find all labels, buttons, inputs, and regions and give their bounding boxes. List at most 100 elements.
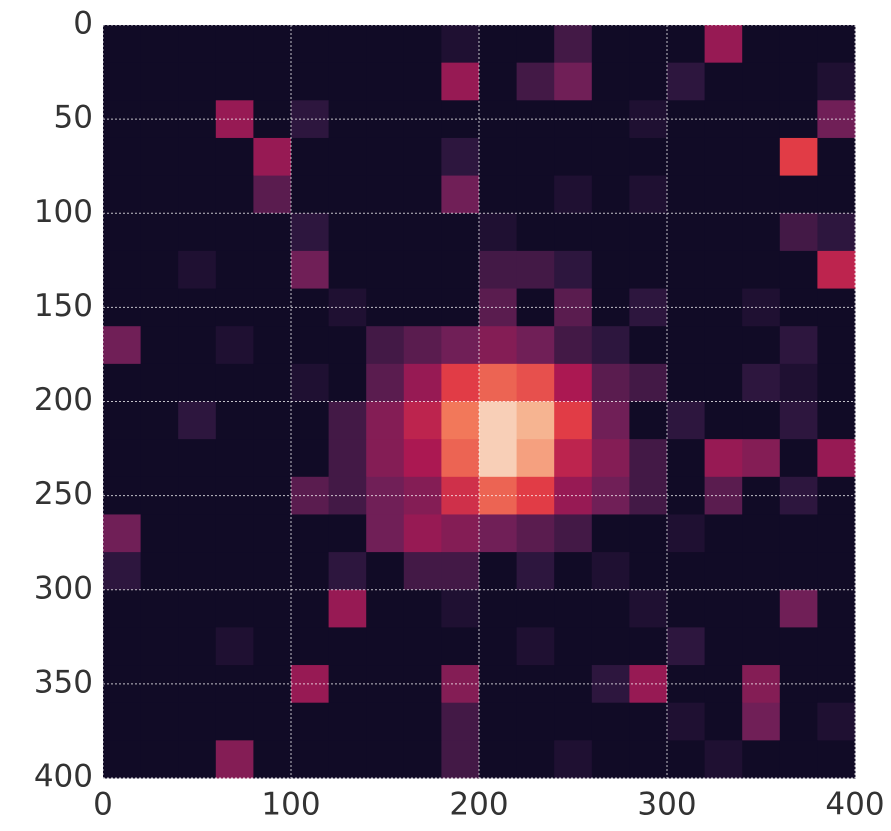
pixel-cell [291,514,329,552]
pixel-cell [404,514,442,552]
pixel-cell [817,364,855,402]
pixel-cell [667,439,705,477]
pixel-cell [441,364,479,402]
pixel-cell [291,552,329,590]
pixel-cell [554,590,592,628]
pixel-cell [141,703,179,741]
pixel-cell [780,138,818,176]
pixel-cell [817,213,855,251]
pixel-cell [441,590,479,628]
pixel-cell [141,251,179,289]
pixel-cell [366,251,404,289]
pixel-cell [103,213,141,251]
pixel-cell [517,138,555,176]
pixel-cell [554,364,592,402]
pixel-cell [329,402,367,440]
pixel-cell [141,364,179,402]
pixel-cell [103,703,141,741]
pixel-cell [441,176,479,214]
pixel-cell [141,326,179,364]
pixel-cell [216,402,254,440]
pixel-cell [366,627,404,665]
pixel-cell [103,138,141,176]
pixel-cell [366,213,404,251]
pixel-cell [705,364,743,402]
pixel-cell [629,364,667,402]
pixel-cell [592,326,630,364]
pixel-cell [103,326,141,364]
pixel-cell [103,439,141,477]
pixel-cell [629,402,667,440]
pixel-cell [291,213,329,251]
pixel-cell [780,25,818,63]
pixel-cell [629,63,667,101]
pixel-cell [479,251,517,289]
pixel-cell [517,25,555,63]
pixel-cell [366,25,404,63]
pixel-cell [592,138,630,176]
pixel-cell [291,740,329,778]
pixel-cell [216,364,254,402]
pixel-cell [404,251,442,289]
pixel-cell [780,552,818,590]
pixel-cell [554,138,592,176]
pixel-cell [366,63,404,101]
pixel-cell [216,326,254,364]
pixel-cell [629,590,667,628]
pixel-cell [479,439,517,477]
pixel-cell [366,138,404,176]
pixel-cell [291,402,329,440]
pixel-cell [253,402,291,440]
pixel-cell [705,514,743,552]
pixel-cell [554,552,592,590]
pixel-cell [366,439,404,477]
pixel-cell [141,402,179,440]
pixel-cell [441,251,479,289]
pixel-cell [667,514,705,552]
pixel-cell [253,703,291,741]
x-tick-label: 400 [825,787,884,823]
pixel-cell [817,703,855,741]
pixel-cell [667,703,705,741]
pixel-cell [329,25,367,63]
pixel-cell [517,176,555,214]
pixel-cell [667,25,705,63]
pixel-cell [329,627,367,665]
chart: 0100200300400050100150200250300350400 [0,0,891,831]
pixel-cell [329,326,367,364]
pixel-cell [554,63,592,101]
y-tick-label: 300 [34,570,93,606]
pixel-cell [178,627,216,665]
pixel-cell [253,439,291,477]
pixel-cell [216,213,254,251]
pixel-cell [592,439,630,477]
pixel-cell [629,176,667,214]
pixel-cell [404,138,442,176]
pixel-cell [554,176,592,214]
pixel-cell [780,740,818,778]
pixel-cell [592,63,630,101]
pixel-cell [329,590,367,628]
pixel-cell [742,590,780,628]
pixel-cell [253,552,291,590]
pixel-cell [253,251,291,289]
pixel-cell [441,703,479,741]
pixel-cell [216,63,254,101]
pixel-cell [178,138,216,176]
pixel-cell [629,627,667,665]
pixel-cell [291,627,329,665]
pixel-cell [216,138,254,176]
pixel-cell [705,590,743,628]
pixel-cell [705,251,743,289]
pixel-cell [404,176,442,214]
pixel-cell [103,63,141,101]
pixel-cell [629,740,667,778]
pixel-cell [253,364,291,402]
pixel-cell [592,514,630,552]
pixel-cell [554,514,592,552]
pixel-cell [441,138,479,176]
pixel-cell [517,251,555,289]
pixel-cell [253,213,291,251]
pixel-cell [404,402,442,440]
pixel-cell [329,213,367,251]
